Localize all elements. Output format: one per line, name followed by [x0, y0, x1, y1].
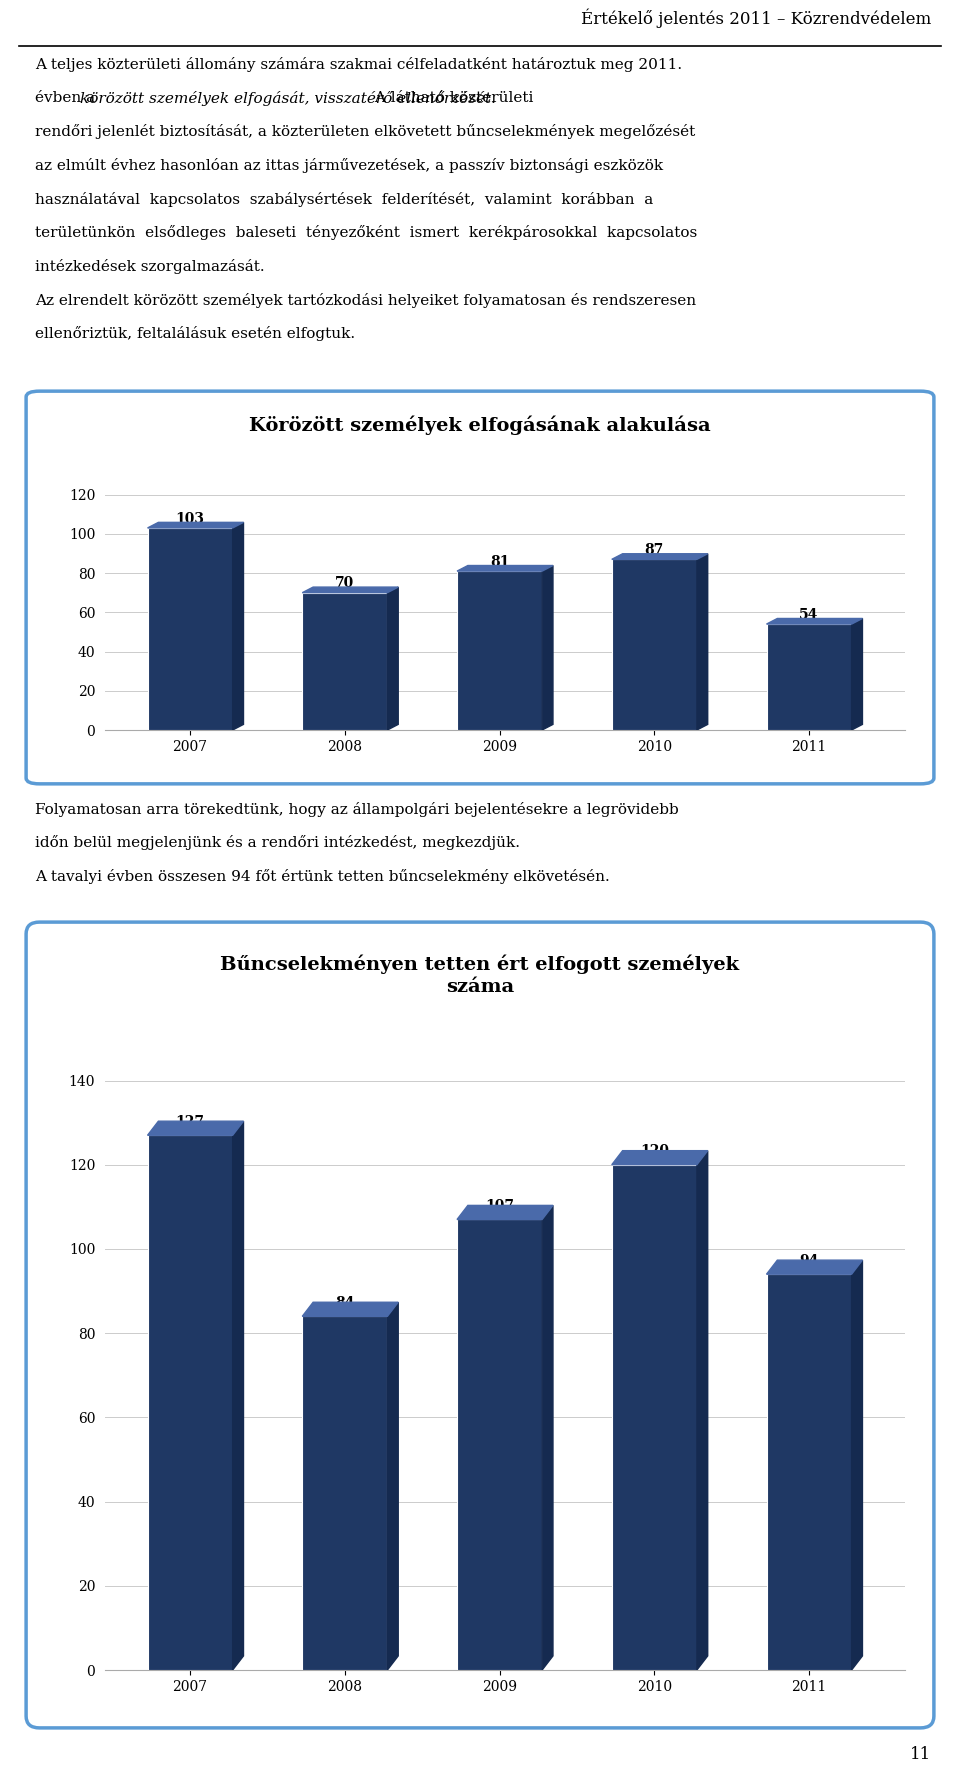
Polygon shape [766, 619, 862, 624]
Bar [766, 1274, 852, 1670]
Text: 81: 81 [490, 555, 509, 570]
Polygon shape [232, 1122, 244, 1670]
Polygon shape [542, 566, 553, 731]
Text: ellenőriztük, feltalálásuk esetén elfogtuk.: ellenőriztük, feltalálásuk esetén elfogt… [35, 327, 355, 341]
Polygon shape [302, 587, 398, 593]
Polygon shape [766, 1260, 862, 1274]
Text: 103: 103 [176, 511, 204, 525]
Text: körözött személyek elfogását, visszatérő ellenőrzését.: körözött személyek elfogását, visszatérő… [81, 90, 496, 106]
Bar [148, 527, 232, 731]
Text: A teljes közterületi állomány számára szakmai célfeladatként határoztuk meg 2011: A teljes közterületi állomány számára sz… [35, 57, 683, 73]
Text: 120: 120 [639, 1145, 669, 1159]
Polygon shape [612, 554, 708, 559]
Text: az elmúlt évhez hasonlóan az ittas járművezetések, a passzív biztonsági eszközök: az elmúlt évhez hasonlóan az ittas jármű… [35, 157, 663, 173]
Text: 11: 11 [910, 1746, 931, 1764]
Polygon shape [542, 1205, 553, 1670]
Text: Körözött személyek elfogásának alakulása: Körözött személyek elfogásának alakulása [250, 416, 710, 435]
Polygon shape [612, 1150, 708, 1164]
Polygon shape [457, 566, 553, 571]
Bar [302, 593, 388, 731]
Polygon shape [148, 1122, 244, 1136]
FancyBboxPatch shape [26, 391, 934, 784]
Text: intézkedések szorgalmazását.: intézkedések szorgalmazását. [35, 258, 265, 274]
Text: A tavalyi évben összesen 94 főt értünk tetten bűncselekmény elkövetésén.: A tavalyi évben összesen 94 főt értünk t… [35, 869, 610, 884]
Polygon shape [852, 619, 862, 731]
Text: 87: 87 [645, 543, 664, 557]
Text: területünkön  elsődleges  baleseti  tényezőként  ismert  kerékpárosokkal  kapcso: területünkön elsődleges baleseti tényező… [35, 225, 697, 241]
Text: időn belül megjelenjünk és a rendőri intézkedést, megkezdjük.: időn belül megjelenjünk és a rendőri int… [35, 835, 520, 851]
Polygon shape [697, 1150, 708, 1670]
Polygon shape [852, 1260, 862, 1670]
Polygon shape [148, 522, 244, 527]
Bar [766, 624, 852, 731]
Text: évben a: évben a [35, 90, 100, 104]
FancyBboxPatch shape [26, 922, 934, 1728]
Text: A látható közterületi: A látható közterületi [371, 90, 534, 104]
Bar [457, 571, 542, 731]
Bar [302, 1316, 388, 1670]
Polygon shape [697, 554, 708, 731]
Text: 94: 94 [800, 1254, 819, 1268]
Polygon shape [232, 522, 244, 731]
Polygon shape [302, 1302, 398, 1316]
Text: használatával  kapcsolatos  szabálysértések  felderítését,  valamint  korábban  : használatával kapcsolatos szabálysértése… [35, 191, 653, 207]
Polygon shape [457, 1205, 553, 1219]
Text: Értékelő jelentés 2011 – Közrendvédelem: Értékelő jelentés 2011 – Közrendvédelem [581, 9, 931, 28]
Text: 107: 107 [485, 1199, 515, 1214]
Text: 127: 127 [176, 1114, 204, 1129]
Bar [612, 559, 697, 731]
Bar [148, 1136, 232, 1670]
Text: rendőri jelenlét biztosítását, a közterületen elkövetett bűncselekmények megelőz: rendőri jelenlét biztosítását, a közterü… [35, 124, 695, 140]
Polygon shape [388, 1302, 398, 1670]
Text: Bűncselekményen tetten ért elfogott személyek
száma: Bűncselekményen tetten ért elfogott szem… [221, 953, 739, 996]
Text: 84: 84 [335, 1297, 354, 1311]
Polygon shape [388, 587, 398, 731]
Bar [457, 1219, 542, 1670]
Text: Folyamatosan arra törekedtünk, hogy az állampolgári bejelentésekre a legrövidebb: Folyamatosan arra törekedtünk, hogy az á… [35, 801, 679, 817]
Text: Az elrendelt körözött személyek tartózkodási helyeiket folyamatosan és rendszere: Az elrendelt körözött személyek tartózko… [35, 294, 696, 308]
Text: 70: 70 [335, 577, 354, 591]
Text: 54: 54 [800, 609, 819, 621]
Bar [612, 1164, 697, 1670]
